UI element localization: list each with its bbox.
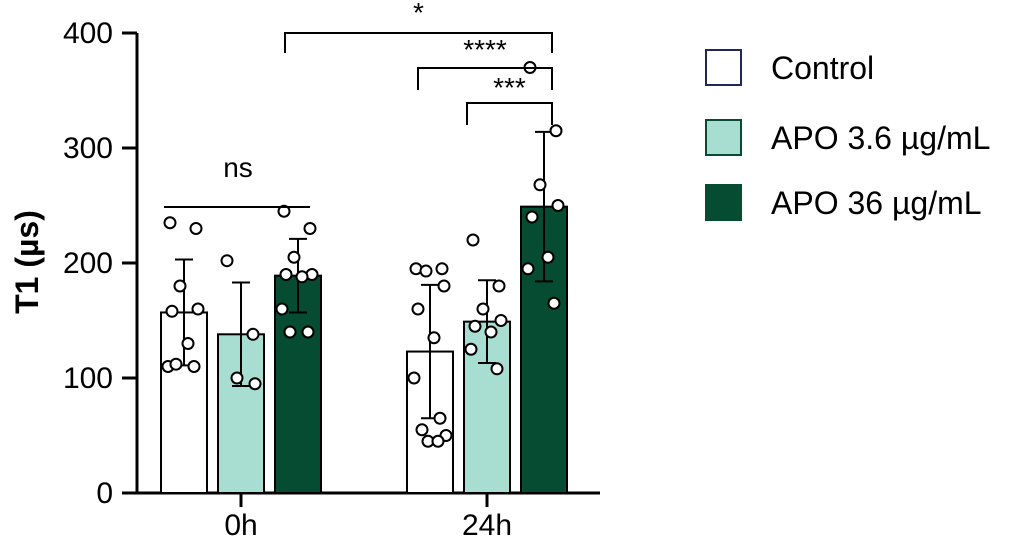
legend-swatch	[705, 119, 742, 156]
data-point	[295, 270, 309, 284]
data-point	[494, 314, 508, 327]
data-point	[246, 327, 260, 341]
data-point	[189, 222, 203, 235]
data-point	[433, 411, 447, 425]
data-point	[165, 304, 179, 318]
data-point	[187, 360, 201, 373]
data-point	[547, 296, 561, 310]
data-point	[541, 250, 555, 264]
data-point	[169, 357, 183, 371]
data-point	[468, 319, 482, 333]
data-point	[173, 279, 187, 293]
legend-label: Control	[771, 50, 874, 86]
data-point	[407, 371, 421, 385]
x-tick-label: 0h	[224, 509, 257, 542]
data-point	[533, 178, 547, 192]
y-tick-label: 0	[96, 477, 113, 510]
significance-bracket	[284, 32, 553, 53]
data-point	[464, 342, 478, 356]
legend-swatch	[705, 184, 742, 221]
data-point	[415, 423, 429, 437]
data-point	[163, 216, 177, 230]
y-tick-label: 300	[63, 132, 113, 165]
data-point	[181, 337, 195, 350]
data-point	[301, 325, 315, 339]
x-axis: 0h 24h	[137, 491, 600, 542]
data-point	[230, 371, 244, 385]
data-point	[279, 268, 293, 281]
y-tick-label: 200	[63, 247, 113, 280]
data-point	[437, 279, 451, 293]
data-point	[492, 279, 506, 293]
legend: Control APO 3.6 µg/mL APO 36 µg/mL	[705, 49, 990, 221]
data-point	[431, 434, 445, 448]
data-point	[419, 264, 433, 278]
significance-bracket	[466, 102, 553, 125]
data-point	[287, 250, 301, 264]
data-point	[525, 210, 539, 224]
bars-layer	[160, 205, 568, 495]
data-point	[490, 362, 504, 376]
significance-bracket	[417, 67, 553, 90]
legend-label: APO 3.6 µg/mL	[771, 120, 990, 156]
data-points-layer	[161, 61, 565, 448]
significance-label: ***	[493, 72, 526, 103]
y-tick-label: 100	[63, 362, 113, 395]
data-point	[549, 124, 563, 138]
data-point	[277, 204, 291, 218]
data-point	[220, 254, 234, 268]
data-point	[521, 262, 535, 276]
data-point	[551, 199, 565, 212]
data-point	[303, 222, 317, 235]
data-point	[283, 325, 297, 339]
legend-label: APO 36 µg/mL	[771, 185, 982, 221]
data-point	[484, 325, 498, 339]
data-point	[275, 302, 289, 316]
data-point	[411, 302, 425, 316]
data-point	[466, 233, 480, 247]
significance-layer: ns********	[164, 0, 553, 208]
y-axis-title: T1 (µs)	[9, 210, 45, 314]
data-point	[191, 302, 205, 316]
y-axis: 0 100 200 300 400	[63, 17, 139, 510]
data-point	[476, 302, 490, 316]
bar	[520, 205, 568, 494]
x-tick-label: 24h	[462, 509, 512, 542]
legend-swatch	[705, 49, 742, 86]
data-point	[248, 377, 262, 391]
significance-label: ns	[223, 152, 253, 183]
data-point	[427, 331, 441, 345]
data-point	[435, 262, 449, 276]
y-tick-label: 400	[63, 17, 113, 50]
significance-label: ****	[463, 34, 507, 65]
significance-label: *	[413, 0, 424, 28]
